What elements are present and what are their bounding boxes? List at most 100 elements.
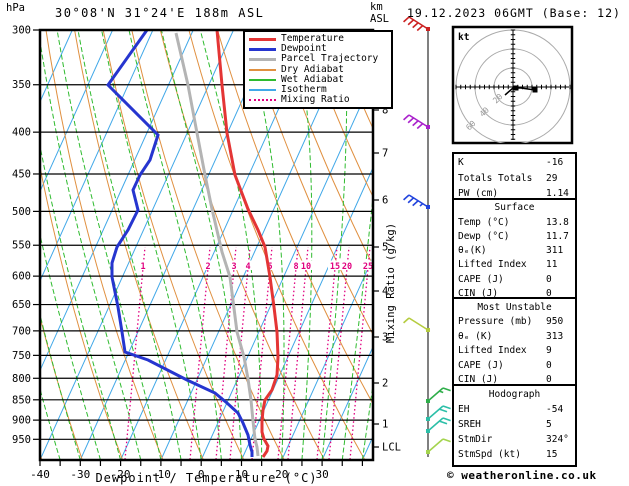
- legend-swatch-isotherm: [249, 89, 276, 92]
- panel-row: Totals Totals 29: [454, 173, 575, 186]
- pressure-label: 600: [12, 271, 31, 283]
- panel-row-label: EH: [458, 404, 470, 415]
- legend-label: Mixing Ratio: [281, 94, 350, 106]
- panel-row-value: 0: [546, 273, 552, 285]
- panel-header: Hodograph: [488, 389, 541, 400]
- plot-border: [38, 28, 375, 462]
- panel-row: PW (cm) 1.14: [454, 188, 575, 201]
- run-date: 19.12.2023 06GMT (Base: 12): [407, 6, 621, 20]
- km-axis-label: 6: [382, 195, 388, 207]
- panel-surface: Surface Temp (°C) 13.8 Dewp (°C) 11.7 θₑ(K) 31…: [452, 198, 577, 305]
- pressure-label: 650: [12, 299, 31, 311]
- x-axis-label: Dewpoint / Temperature (°C): [95, 471, 318, 485]
- legend-item: Dewpoint: [249, 44, 391, 54]
- wind-barb: [426, 438, 451, 454]
- panel-row-label: StmSpd (kt): [458, 449, 521, 460]
- panel-row: CIN (J) 0: [454, 288, 575, 301]
- altitude-axis-unit: km ASL: [370, 1, 389, 25]
- pressure-label: 350: [12, 79, 31, 91]
- panel-row-label: SREH: [458, 419, 481, 430]
- km-axis-label: 5: [382, 242, 388, 254]
- pressure-axis-unit: hPa: [6, 2, 25, 14]
- legend-item: Isotherm: [249, 85, 391, 95]
- legend-swatch-mixing-ratio: [249, 99, 276, 102]
- mixing-ratio-label: 25: [363, 262, 373, 272]
- wind-barb-column: [403, 16, 451, 457]
- pressure-label: 900: [12, 415, 31, 427]
- mixing-ratio-label: 15: [330, 262, 340, 272]
- panel-row-label: θₑ(K): [458, 245, 487, 256]
- panel-row-value: 324°: [546, 434, 569, 445]
- legend-label: Parcel Trajectory: [281, 53, 379, 65]
- panel-row-label: Lifted Index: [458, 259, 527, 271]
- temp-axis-label: 0: [198, 468, 205, 481]
- temp-axis-label: -30: [70, 468, 90, 481]
- panel-row-label: StmDir: [458, 434, 493, 445]
- panel-row-label: PW (cm): [458, 187, 499, 199]
- parcel-trajectory-curve: [174, 32, 260, 457]
- panel-row: θₑ (K) 313: [454, 331, 575, 344]
- panel-row: Lifted Index 11: [454, 259, 575, 272]
- panel-row-value: 11.7: [546, 230, 569, 242]
- legend-label: Dewpoint: [281, 43, 327, 55]
- panel-row-label: CIN (J): [458, 374, 499, 386]
- panel-row: Pressure (mb) 950: [454, 316, 575, 329]
- panel-row: StmDir 324°: [454, 434, 575, 447]
- pressure-axis-labels: 300 350 400 450 500 550 600 650 700 750 800 850 900 9…: [12, 25, 31, 446]
- temperature-curve: [215, 30, 280, 458]
- legend: Temperature Dewpoint Parcel Trajectory Dry …: [243, 30, 393, 110]
- panel-row-label: Temp (°C): [458, 216, 510, 228]
- pressure-label: 500: [12, 206, 31, 218]
- panel-row-value: 950: [546, 316, 564, 328]
- panel-row-value: 0: [546, 359, 552, 371]
- mixing-ratio-label: 1: [140, 262, 145, 272]
- altitude-unit-km: km: [370, 1, 383, 13]
- panel-row-value: 13.8: [546, 216, 569, 228]
- panel-row-label: CIN (J): [458, 287, 499, 299]
- km-axis-label: 4: [382, 286, 388, 298]
- km-axis-label: 1: [382, 419, 388, 431]
- temp-axis: -40 -30 -20 -10 0 10 20 30: [30, 461, 363, 481]
- legend-label: Temperature: [281, 33, 344, 45]
- legend-item: Dry Adiabat: [249, 64, 391, 75]
- copyright: © weatheronline.co.uk: [447, 469, 597, 482]
- pressure-label: 400: [12, 127, 31, 139]
- temp-axis-label: 10: [235, 468, 248, 481]
- mixing-ratio-label: 3: [231, 262, 236, 272]
- legend-label: Wet Adiabat: [281, 73, 344, 85]
- km-axis-label: 3: [382, 332, 388, 344]
- mixing-ratio-label: 2: [205, 262, 210, 272]
- km-axis-label: 8: [382, 105, 388, 117]
- wind-barb: [403, 16, 430, 32]
- legend-label: Isotherm: [281, 84, 327, 96]
- panel-row: θₑ(K) 311: [454, 245, 575, 258]
- km-axis-label: 7: [382, 148, 388, 160]
- panel-row: EH -54: [454, 404, 575, 417]
- legend-swatch-dewpoint: [249, 47, 276, 51]
- panel-row-value: 11: [546, 259, 558, 271]
- station-title: 30°08'N 31°24'E 188m ASL: [55, 6, 265, 20]
- panel-row-label: Totals Totals: [458, 172, 533, 184]
- panel-row: StmSpd (kt) 15: [454, 449, 575, 462]
- panel-row-value: 29: [546, 172, 558, 184]
- mixing-ratio-labels: 1 2 3 4 5 8 10 15 20 25: [138, 260, 375, 272]
- dewpoint-curve: [106, 30, 254, 457]
- lcl-label: LCL: [382, 442, 401, 454]
- pressure-label: 950: [12, 434, 31, 446]
- panel-row: Lifted Index 9: [454, 345, 575, 358]
- panel-row-label: K: [458, 157, 464, 169]
- legend-swatch-dry-adiabat: [249, 68, 276, 71]
- panel-row: K -16: [454, 157, 575, 170]
- panel-row: SREH 5: [454, 419, 575, 432]
- wind-barb: [426, 387, 451, 403]
- panel-row-label: CAPE (J): [458, 359, 504, 371]
- panel-row-label: CAPE (J): [458, 273, 504, 285]
- panel-row-label: Lifted Index: [458, 345, 527, 357]
- wind-barb: [403, 194, 430, 209]
- panel-row-value: 5: [546, 419, 552, 430]
- panel-indices: K -16 Totals Totals 29 PW (cm) 1.14: [452, 152, 577, 206]
- panel-row-value: 15: [546, 449, 558, 460]
- panel-row-value: 0: [546, 374, 552, 386]
